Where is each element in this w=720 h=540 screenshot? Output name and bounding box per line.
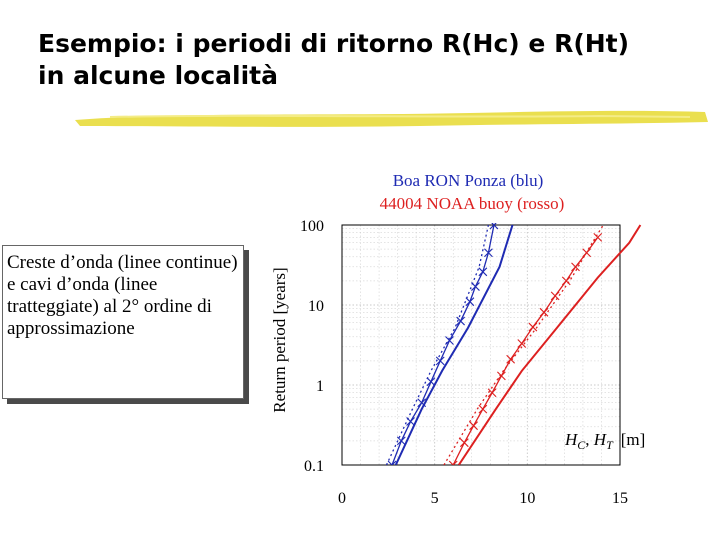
- xlabel-ht: H: [593, 430, 608, 449]
- x-tick-label: 15: [612, 490, 628, 507]
- series-5-marker: [487, 388, 497, 398]
- y-tick-label: 1: [316, 378, 324, 395]
- title-line-1: Esempio: i periodi di ritorno R(Hc) e R(…: [38, 29, 630, 58]
- series-5-marker: [528, 322, 538, 332]
- series-2-marker: [396, 436, 406, 446]
- x-tick-label: 0: [338, 490, 346, 507]
- xlabel-unit: [m]: [621, 430, 646, 449]
- series-2-marker: [471, 282, 480, 291]
- x-tick-label: 10: [519, 490, 535, 507]
- series-2-crosses-line: [391, 224, 495, 465]
- y-axis-label: Return period [years]: [270, 267, 289, 412]
- series-5-marker: [478, 404, 488, 414]
- series-5-marker: [459, 438, 469, 448]
- series-2-marker: [435, 356, 445, 366]
- series-2-marker: [489, 223, 499, 230]
- plot-area-frame: [341, 224, 621, 466]
- note-text: Creste d’onda (linee continue) e cavi d’…: [7, 252, 238, 339]
- series-5-marker: [496, 371, 506, 381]
- note-box: Creste d’onda (linee continue) e cavi d’…: [2, 245, 244, 399]
- series-5-marker: [506, 354, 516, 364]
- series-clip-group: [385, 223, 642, 465]
- series-2-marker: [484, 248, 493, 258]
- series-5-marker: [448, 460, 458, 465]
- series-2-marker: [406, 417, 415, 426]
- series-2-marker: [387, 460, 397, 465]
- xlabel-hc-sub: C: [577, 438, 586, 452]
- xlabel-sep: ,: [585, 430, 594, 449]
- legend-entry-blue: Boa RON Ponza (blu): [393, 171, 544, 190]
- series-5-marker: [593, 233, 603, 242]
- xlabel-hc: H: [564, 430, 579, 449]
- x-tick-labels: 0 5 10 15: [338, 490, 628, 507]
- y-tick-label: 0.1: [304, 458, 324, 475]
- return-period-chart: 0.1 1 10 100 0 5 10 15 Return period [years] B…: [270, 171, 645, 507]
- series-5-marker: [550, 291, 560, 301]
- series-5-marker: [539, 307, 549, 317]
- xlabel-ht-sub: T: [606, 438, 614, 452]
- series-5-marker: [469, 421, 478, 431]
- series-2-marker: [426, 377, 436, 387]
- series-3-solid-line: [457, 224, 642, 465]
- y-tick-label: 100: [300, 218, 324, 235]
- series-5-marker: [582, 248, 592, 258]
- series-1-dotted-line: [385, 224, 490, 465]
- series-2-marker: [456, 316, 466, 326]
- y-tick-label: 10: [308, 298, 324, 315]
- series-0-solid-line: [394, 224, 514, 465]
- series-5-marker: [517, 339, 527, 348]
- x-axis-label: HC, HT [m]: [564, 430, 645, 452]
- series-2-marker: [465, 297, 475, 307]
- slide-title: Esempio: i periodi di ritorno R(Hc) e R(…: [38, 28, 698, 92]
- series-4-dotted-line: [443, 224, 604, 465]
- series-2-marker: [478, 267, 488, 277]
- legend-entry-red: 44004 NOAA buoy (rosso): [380, 194, 565, 213]
- y-tick-labels: 0.1 1 10 100: [300, 218, 324, 475]
- series-layer: [385, 223, 642, 465]
- series-2-marker: [417, 398, 427, 408]
- series-5-marker: [571, 262, 580, 272]
- title-line-2: in alcune località: [38, 61, 278, 90]
- series-5-marker: [561, 276, 571, 286]
- title-highlight-stroke: [75, 110, 708, 127]
- x-tick-label: 5: [431, 490, 439, 507]
- series-2-marker: [445, 336, 454, 345]
